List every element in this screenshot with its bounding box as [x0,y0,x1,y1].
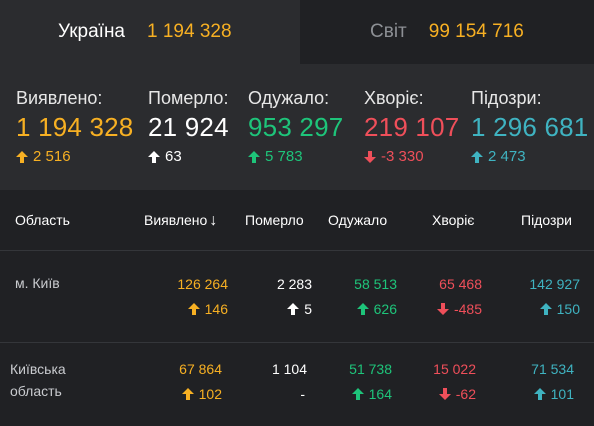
summary-panel: Виявлено: 1 194 328 2 516 Померло: 21 92… [0,64,594,190]
row-detected-delta-value: 146 [204,301,228,317]
row-died-delta: - [300,386,305,402]
arrow-up-icon [181,388,194,400]
stat-died-delta-value: 63 [165,148,182,165]
stat-detected-delta: 2 516 [16,148,133,165]
arrow-up-icon [356,303,369,315]
arrow-up-icon [533,388,546,400]
stat-died: Померло: 21 924 63 [148,88,229,165]
stat-sick-label: Хворіє: [364,88,424,108]
stat-recovered: Одужало: 953 297 5 783 [248,88,343,165]
tab-world-total: 99 154 716 [428,21,524,42]
row-sick-delta-value: -62 [455,386,476,402]
stat-recovered-delta-value: 5 783 [265,148,303,165]
row-recovered-delta-value: 626 [373,301,397,317]
tab-ukraine-label: Україна [58,21,126,42]
stat-died-delta: 63 [148,148,229,165]
stat-sick-delta: -3 330 [364,148,459,165]
header-sick[interactable]: Хворіє [432,212,475,228]
regions-table: Область Виявлено ↓ Померло Одужало Хворіє… [0,190,594,426]
stat-sick-value: 219 107 [364,112,460,142]
stat-detected-delta-value: 2 516 [33,148,71,165]
arrow-up-icon [16,150,28,163]
arrow-down-icon [438,388,451,400]
row-recovered-delta: 164 [351,386,392,402]
row-region-name: м. Київ [15,275,60,291]
header-recovered[interactable]: Одужало [328,212,388,228]
header-suspected[interactable]: Підозри [521,212,572,228]
header-divider [0,250,594,251]
stat-suspected-value: 1 296 681 [471,112,589,142]
tab-world[interactable]: Світ 99 154 716 [300,0,594,64]
stat-suspected: Підозри: 1 296 681 2 473 [471,88,588,165]
row-detected-delta-value: 102 [198,386,222,402]
stat-suspected-label: Підозри: [471,88,542,108]
stat-detected: Виявлено: 1 194 328 2 516 [16,88,133,165]
row-recovered-delta-value: 164 [368,386,392,402]
arrow-up-icon [539,303,552,315]
row-sick: 15 022 [433,361,476,377]
arrow-up-icon [471,150,483,163]
sort-down-icon: ↓ [209,212,218,229]
header-detected-label: Виявлено [144,212,208,228]
arrow-up-icon [287,303,300,315]
row-sick: 65 468 [439,276,482,292]
row-divider [0,342,594,343]
arrow-up-icon [248,150,260,163]
row-suspected-delta-value: 101 [550,386,574,402]
arrow-down-icon [436,303,449,315]
row-recovered: 58 513 [354,276,397,292]
arrow-up-icon [351,388,364,400]
header-died[interactable]: Померло [245,212,304,228]
row-detected: 67 864 [179,361,222,377]
arrow-down-icon [364,150,376,163]
stat-recovered-label: Одужало: [248,88,330,108]
stat-died-label: Померло: [148,88,229,108]
stat-detected-label: Виявлено: [16,88,103,108]
row-sick-delta: -485 [436,301,482,317]
stat-suspected-delta-value: 2 473 [488,148,526,165]
header-region: Область [15,212,70,228]
row-region-name: Київська [10,361,66,377]
stat-detected-value: 1 194 328 [16,112,134,142]
stat-recovered-value: 953 297 [248,112,344,142]
header-detected[interactable]: Виявлено ↓ [144,212,217,230]
row-died-delta-value: 5 [304,301,312,317]
row-died: 1 104 [271,361,307,377]
row-suspected: 142 927 [529,276,580,292]
row-died-delta: 5 [287,301,312,317]
stat-recovered-delta: 5 783 [248,148,343,165]
row-died: 2 283 [276,276,312,292]
row-sick-delta-value: -485 [453,301,482,317]
row-recovered: 51 738 [349,361,392,377]
stat-sick: Хворіє: 219 107 -3 330 [364,88,459,165]
row-suspected-delta: 101 [533,386,574,402]
row-suspected-delta-value: 150 [556,301,580,317]
tab-world-label: Світ [370,21,407,42]
tab-ukraine-total: 1 194 328 [147,21,232,42]
stat-died-value: 21 924 [148,112,229,142]
row-recovered-delta: 626 [356,301,397,317]
row-region-name-line2: область [10,383,62,399]
tab-ukraine[interactable]: Україна 1 194 328 [0,0,300,64]
row-detected: 126 264 [177,276,228,292]
arrow-up-icon [148,150,160,163]
row-sick-delta: -62 [438,386,476,402]
row-suspected: 71 534 [531,361,574,377]
region-tabs: Україна 1 194 328 Світ 99 154 716 [0,0,594,64]
row-detected-delta: 102 [181,386,222,402]
stat-sick-delta-value: -3 330 [381,148,424,165]
row-detected-delta: 146 [187,301,228,317]
arrow-up-icon [187,303,200,315]
row-suspected-delta: 150 [539,301,580,317]
stat-suspected-delta: 2 473 [471,148,588,165]
